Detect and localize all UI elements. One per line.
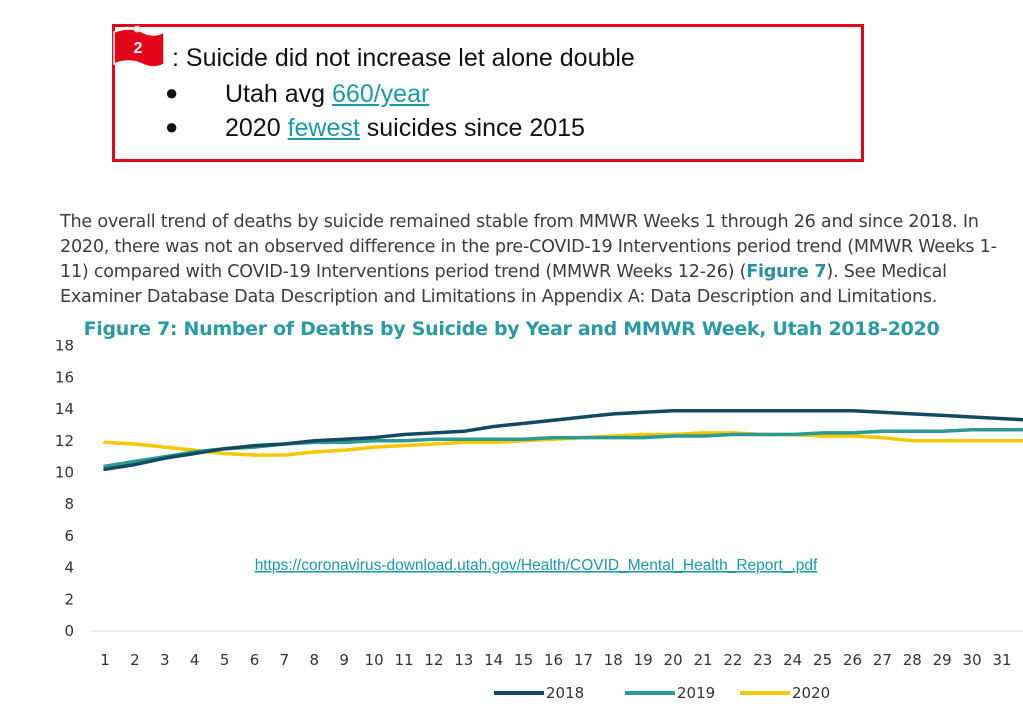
bullet-text-after: suicides since 2015 <box>359 114 585 142</box>
avg-link[interactable]: 660/year <box>332 80 430 108</box>
x-tick-label: 5 <box>220 651 230 669</box>
y-tick-label: 4 <box>64 559 74 577</box>
x-tick-label: 15 <box>514 651 533 669</box>
description-paragraph: The overall trend of deaths by suicide r… <box>60 210 1000 310</box>
chart-title: Figure 7: Number of Deaths by Suicide by… <box>83 318 940 340</box>
x-tick-label: 1 <box>100 651 110 669</box>
x-tick-label: 22 <box>723 651 742 669</box>
x-tick-label: 6 <box>250 651 260 669</box>
x-tick-label: 2 <box>130 651 140 669</box>
x-tick-label: 14 <box>484 651 503 669</box>
x-tick-label: 23 <box>753 651 772 669</box>
x-tick-label: 12 <box>424 651 443 669</box>
flag-pin <box>133 25 141 33</box>
paragraph-text-before: The overall trend of deaths by suicide r… <box>60 212 997 282</box>
legend-label-2019: 2019 <box>677 684 715 702</box>
flag-badge-icon: 2 <box>113 25 165 68</box>
x-tick-label: 29 <box>933 651 952 669</box>
callout-headline: : Suicide did not increase let alone dou… <box>172 44 635 73</box>
x-tick-label: 27 <box>873 651 892 669</box>
callout-box <box>112 24 864 162</box>
x-tick-label: 21 <box>693 651 712 669</box>
y-tick-label: 6 <box>64 527 74 545</box>
x-tick-label: 26 <box>843 651 862 669</box>
headline-text: Suicide did not increase let alone doubl… <box>185 44 635 72</box>
x-tick-label: 3 <box>160 651 170 669</box>
source-url[interactable]: https://coronavirus-download.utah.gov/He… <box>255 557 818 574</box>
y-tick-label: 10 <box>55 464 74 482</box>
bullet-marker: ● <box>165 80 179 105</box>
bullet-marker: ● <box>165 114 179 139</box>
x-tick-label: 25 <box>813 651 832 669</box>
x-tick-label: 10 <box>365 651 384 669</box>
legend-label-2020: 2020 <box>792 684 830 702</box>
x-tick-label: 8 <box>310 651 320 669</box>
x-tick-label: 16 <box>544 651 563 669</box>
x-tick-label: 31 <box>992 651 1011 669</box>
y-tick-label: 16 <box>55 368 74 386</box>
x-tick-label: 19 <box>634 651 653 669</box>
bullet-text-before: Utah avg <box>225 80 333 108</box>
legend-label-2018: 2018 <box>546 684 584 702</box>
x-tick-label: 13 <box>454 651 473 669</box>
y-tick-label: 12 <box>55 432 74 450</box>
figure-reference: Figure 7 <box>746 262 827 282</box>
y-tick-label: 18 <box>55 340 74 355</box>
bullet-text: 2020 fewest suicides since 2015 <box>225 114 585 143</box>
x-tick-label: 9 <box>339 651 349 669</box>
badge-number: 2 <box>134 40 143 57</box>
x-tick-label: 20 <box>664 651 683 669</box>
bullet-text-before: 2020 <box>225 114 288 142</box>
paragraph-text-after: ). See Medical Examiner Database Data De… <box>60 262 947 307</box>
y-tick-label: 8 <box>64 495 74 513</box>
x-tick-label: 30 <box>963 651 982 669</box>
series-line-2018 <box>103 408 1023 472</box>
x-tick-label: 4 <box>190 651 200 669</box>
x-tick-label: 11 <box>394 651 413 669</box>
fewest-link[interactable]: fewest <box>287 114 360 142</box>
bullet-text: Utah avg 660/year <box>225 80 429 109</box>
x-tick-label: 17 <box>574 651 593 669</box>
source-url-link[interactable]: https://coronavirus-download.utah.gov/He… <box>255 557 818 574</box>
y-tick-label: 0 <box>64 622 74 640</box>
x-tick-label: 24 <box>783 651 802 669</box>
x-tick-label: 28 <box>903 651 922 669</box>
y-tick-label: 14 <box>55 400 74 418</box>
y-tick-label: 2 <box>64 590 74 608</box>
x-tick-label: 7 <box>280 651 290 669</box>
x-tick-label: 18 <box>604 651 623 669</box>
headline-prefix: : <box>172 44 179 72</box>
